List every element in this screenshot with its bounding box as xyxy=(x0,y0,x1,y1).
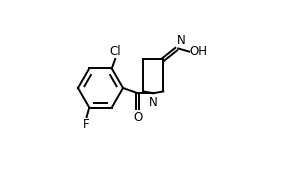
Text: Cl: Cl xyxy=(109,45,121,58)
Text: OH: OH xyxy=(190,45,208,58)
Text: F: F xyxy=(83,118,90,131)
Text: N: N xyxy=(149,96,158,109)
Text: N: N xyxy=(177,34,186,47)
Text: O: O xyxy=(133,111,142,124)
